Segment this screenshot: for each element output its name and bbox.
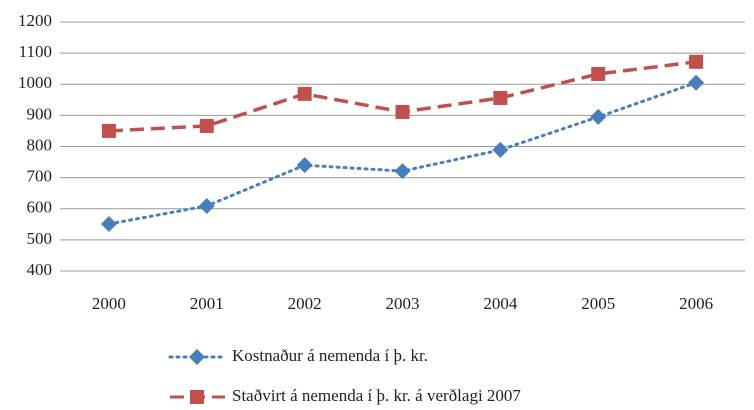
marker — [591, 66, 606, 81]
y-tick-label: 1200 — [18, 11, 52, 30]
x-tick-label: 2000 — [92, 294, 126, 313]
marker — [101, 123, 116, 138]
y-tick-label: 800 — [27, 135, 53, 154]
y-tick-label: 500 — [27, 229, 53, 248]
marker — [590, 108, 607, 125]
legend-marker — [190, 390, 204, 404]
legend-label: Kostnaður á nemenda í þ. kr. — [232, 346, 428, 365]
marker — [296, 157, 313, 174]
x-tick-label: 2003 — [386, 294, 420, 313]
series-line — [108, 60, 697, 133]
marker — [394, 163, 411, 180]
legend-label: Staðvirt á nemenda í þ. kr. á verðlagi 2… — [232, 386, 521, 405]
marker — [199, 118, 214, 133]
marker — [688, 74, 705, 91]
x-tick-label: 2004 — [483, 294, 518, 313]
x-tick-label: 2002 — [288, 294, 322, 313]
y-tick-label: 1000 — [18, 73, 52, 92]
marker — [493, 90, 508, 105]
y-tick-label: 1100 — [19, 42, 52, 61]
x-tick-label: 2005 — [581, 294, 615, 313]
series-line — [107, 81, 698, 226]
marker — [297, 86, 312, 101]
marker — [395, 104, 410, 119]
marker — [198, 197, 215, 214]
y-tick-label: 900 — [27, 104, 53, 123]
legend-marker — [189, 349, 205, 365]
marker — [100, 216, 117, 233]
marker — [689, 54, 704, 69]
x-tick-label: 2006 — [679, 294, 713, 313]
y-tick-label: 400 — [27, 260, 53, 279]
y-tick-label: 700 — [27, 167, 53, 186]
y-tick-label: 600 — [27, 198, 53, 217]
x-tick-label: 2001 — [190, 294, 224, 313]
marker — [492, 141, 509, 158]
